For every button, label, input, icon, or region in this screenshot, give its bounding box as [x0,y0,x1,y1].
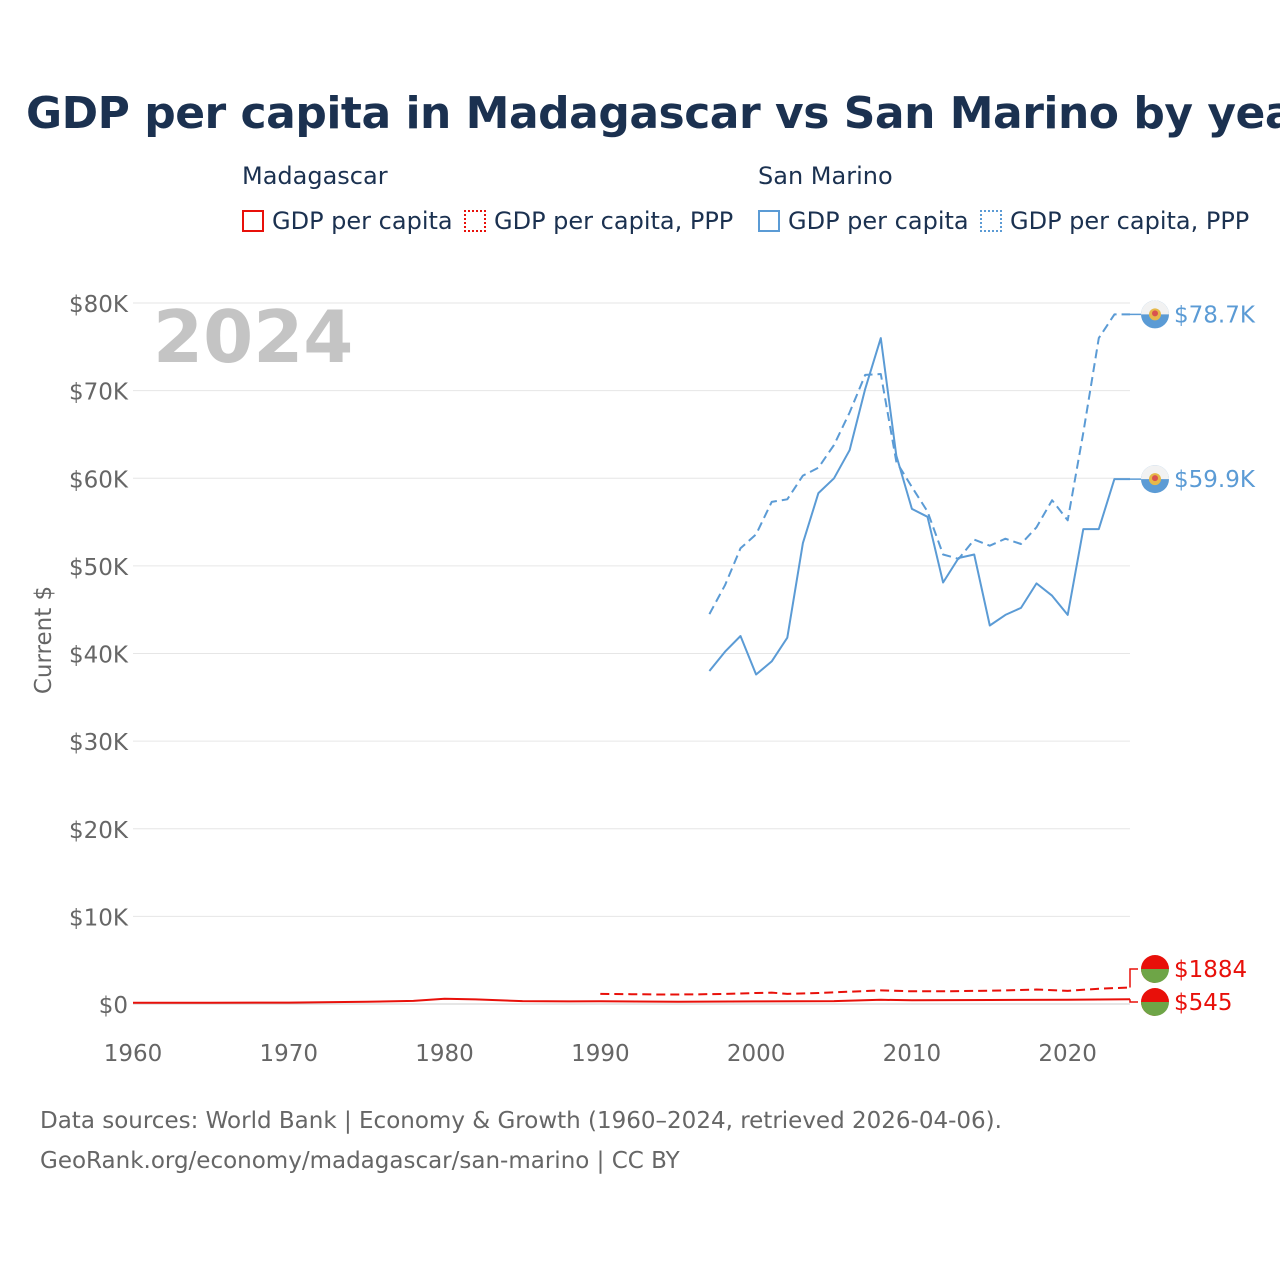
y-tick-label: $70K [69,380,129,406]
y-tick-label: $40K [69,643,129,669]
madagascar-flag-icon [1141,988,1169,1016]
flag-emblem-center [1152,475,1158,482]
end-value-label: $1884 [1174,957,1247,983]
series-line [132,997,1131,1004]
y-tick-label: $60K [69,467,129,493]
y-tick-label: $30K [69,730,129,756]
leader-line [1129,999,1138,1003]
legend-group-madagascar: Madagascar [242,162,388,190]
series-line [708,313,1130,615]
flag-red [1141,988,1155,1002]
year-label: 2024 [153,295,353,379]
san-marino-flag-icon [1141,300,1169,329]
y-tick-label: $10K [69,905,129,931]
y-tick-label: $0 [99,993,128,1019]
flag-green [1141,1002,1155,1016]
end-value-label: $545 [1174,990,1233,1016]
flag-green [1155,969,1169,983]
x-tick-label: 1990 [571,1041,630,1067]
flag-red [1155,988,1169,1002]
flag-green [1141,969,1155,983]
san-marino-flag-icon [1141,465,1169,494]
end-value-label: $78.7K [1174,302,1256,328]
grid-layer [133,302,1130,1005]
madagascar-flag-icon [1141,955,1169,983]
legend-san-marino-gdp-ppp[interactable]: GDP per capita, PPP [980,207,1249,235]
line-chart: 2024 $0 $10K $20K $30K $40K $50K $60K $70K $80K 1… [31,292,1256,1067]
end-value-label: $59.9K [1174,467,1256,493]
legend-swatch-solid-red [242,210,264,232]
chart-title: GDP per capita in Madagascar vs San Mari… [26,88,1280,139]
footer-attribution[interactable]: GeoRank.org/economy/madagascar/san-marin… [40,1148,680,1174]
x-tick-label: 1980 [415,1041,474,1067]
series-line [600,986,1131,996]
x-tick-label: 2010 [883,1041,942,1067]
series-line [708,337,1130,676]
flag-red [1141,955,1155,969]
x-tick-label: 1970 [260,1041,319,1067]
leader-line [1129,968,1138,988]
x-tick-label: 2020 [1038,1041,1097,1067]
legend-madagascar-gdp[interactable]: GDP per capita [242,207,453,235]
legend-san-marino-gdp[interactable]: GDP per capita [758,207,969,235]
flag-white [1141,465,1169,480]
legend-label: GDP per capita, PPP [494,207,734,235]
marker-layer: $78.7K $59.9K $1884 $545 [1129,300,1256,1016]
flag-emblem-center [1152,310,1158,317]
axis-layer: $0 $10K $20K $30K $40K $50K $60K $70K $80K 1960 19… [69,292,1097,1067]
series-layer [132,313,1131,1004]
legend-label: GDP per capita [788,207,969,235]
flag-green [1155,1002,1169,1016]
x-tick-label: 1960 [104,1041,163,1067]
legend-swatch-dotted-blue [980,210,1002,232]
y-tick-label: $80K [69,292,129,318]
flag-red [1155,955,1169,969]
footer-sources: Data sources: World Bank | Economy & Gro… [40,1108,1002,1134]
legend-madagascar-gdp-ppp[interactable]: GDP per capita, PPP [464,207,733,235]
legend-group-san-marino: San Marino [758,162,893,190]
y-axis-label: Current $ [31,586,57,694]
legend-swatch-dotted-red [464,210,486,232]
y-tick-label: $50K [69,555,129,581]
legend-label: GDP per capita, PPP [1010,207,1250,235]
legend-label: GDP per capita [272,207,453,235]
y-tick-label: $20K [69,818,129,844]
flag-white [1141,300,1169,315]
legend-swatch-solid-blue [758,210,780,232]
x-tick-label: 2000 [727,1041,786,1067]
